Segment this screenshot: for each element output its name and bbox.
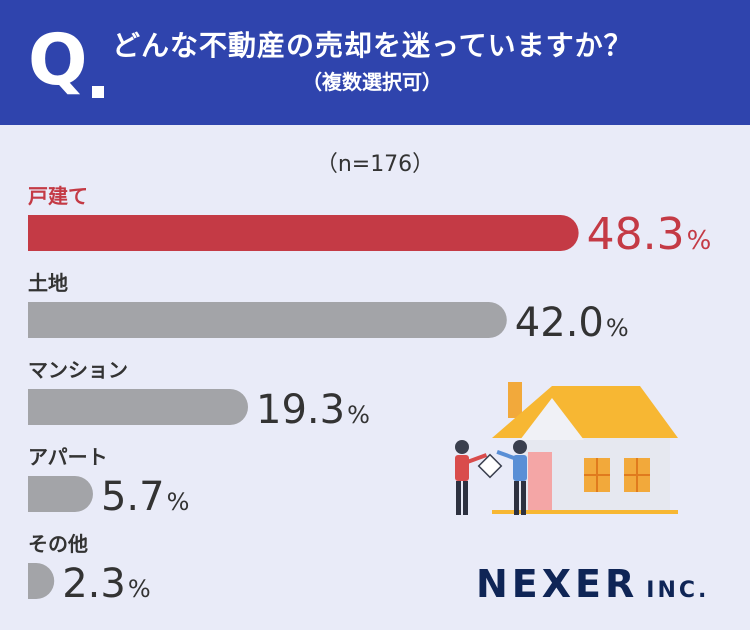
ground-line <box>492 510 678 514</box>
value-label: 2.3% <box>62 561 150 607</box>
question-subtitle: （複数選択可） <box>302 70 442 94</box>
category-label: その他 <box>28 532 88 556</box>
key-icon <box>477 453 503 479</box>
house-window-left <box>584 458 610 492</box>
value-label: 42.0% <box>515 300 629 346</box>
category-label: 戸建て <box>28 184 88 208</box>
category-label: マンション <box>28 358 128 382</box>
category-label: 土地 <box>28 271 68 295</box>
q-mark: Q <box>28 19 88 101</box>
sample-size: （n=176） <box>315 152 435 177</box>
category-label: アパート <box>28 445 108 469</box>
house-handshake-illustration <box>455 382 678 515</box>
chimney-shape <box>508 382 522 418</box>
bar <box>28 476 93 512</box>
house-window-right <box>624 458 650 492</box>
q-dot <box>92 86 104 98</box>
bars-group: 48.3% 42.0% 19.3% 5.7% 2.3% <box>28 209 711 607</box>
bar <box>28 389 249 425</box>
value-label: 48.3% <box>587 209 712 260</box>
logo-main: NEXER <box>476 562 639 606</box>
question-title: どんな不動産の売却を迷っていますか？ <box>112 29 633 62</box>
person-right-icon <box>496 440 527 515</box>
bar <box>28 302 507 338</box>
value-label: 5.7% <box>101 474 189 520</box>
house-door <box>528 452 552 510</box>
house-gable <box>520 398 584 440</box>
question-header: Q どんな不動産の売却を迷っていますか？ （複数選択可） <box>0 0 750 125</box>
nexer-logo: NEXER INC. <box>476 562 709 613</box>
value-label: 19.3% <box>256 387 370 433</box>
bar <box>28 215 579 251</box>
person-left-icon <box>455 440 488 515</box>
logo-sub: INC. <box>646 578 710 603</box>
bar <box>28 563 55 599</box>
